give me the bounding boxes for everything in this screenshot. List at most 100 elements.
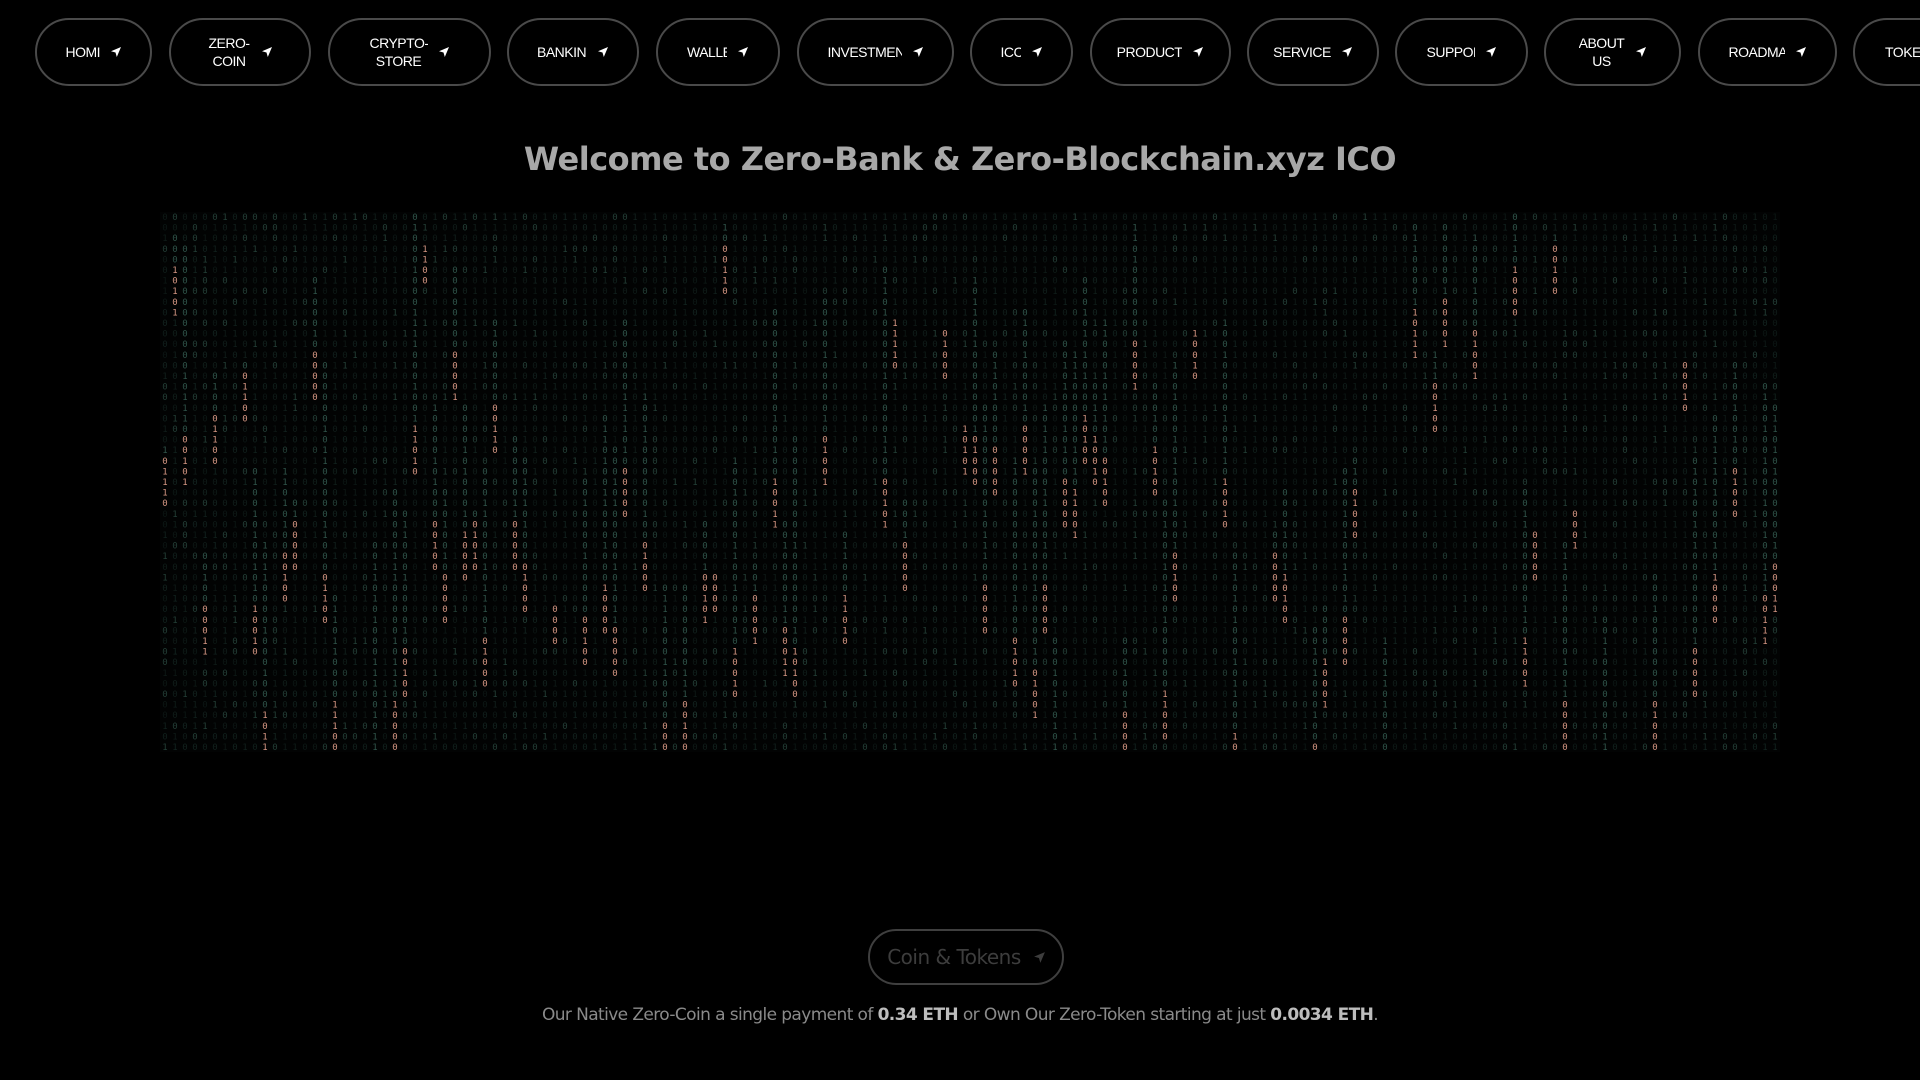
rain-digit: 0 (462, 552, 467, 562)
nav-roadmap-button[interactable]: ROADMA (1698, 18, 1837, 86)
rain-digit: 0 (222, 255, 227, 265)
rain-digit: 0 (912, 372, 917, 382)
rain-digit: 0 (752, 319, 757, 329)
rain-digit: 0 (1132, 308, 1137, 318)
rain-digit: 0 (462, 383, 467, 393)
nav-product-button[interactable]: PRODUCT (1090, 18, 1231, 86)
rain-digit: 1 (812, 563, 817, 573)
rain-digit: 0 (422, 489, 427, 499)
rain-digit: 1 (1022, 467, 1027, 477)
nav-investment-button[interactable]: INVESTMENT (797, 18, 954, 86)
rain-digit: 0 (462, 626, 467, 636)
nav-crypto-store-button[interactable]: CRYPTO-STORE (328, 18, 491, 86)
rain-digit: 0 (372, 722, 377, 732)
rain-digit: 0 (492, 467, 497, 477)
rain-digit: 0 (242, 425, 247, 435)
rain-digit: 0 (302, 542, 307, 552)
rain-digit: 0 (242, 563, 247, 573)
rain-digit: 0 (602, 573, 607, 583)
rain-digit: 1 (422, 224, 427, 234)
rain-digit: 0 (1062, 489, 1067, 499)
rain-digit: 0 (382, 319, 387, 329)
nav-service-button[interactable]: SERVICE (1247, 18, 1379, 86)
rain-digit: 0 (202, 213, 207, 223)
rain-digit: 1 (1082, 266, 1087, 276)
rain-digit: 0 (162, 245, 167, 255)
rain-digit: 0 (912, 595, 917, 605)
nav-ico-button[interactable]: ICC (970, 18, 1073, 86)
rain-digit: 1 (512, 499, 517, 509)
nav-home-button[interactable]: HOMI (35, 18, 152, 86)
rain-digit: 0 (902, 595, 907, 605)
rain-digit: 0 (262, 489, 267, 499)
rain-digit: 0 (182, 616, 187, 626)
rain-digit: 0 (1042, 648, 1047, 658)
rain-digit: 0 (442, 213, 447, 223)
rain-digit: 0 (1102, 351, 1107, 361)
rain-digit: 0 (762, 319, 767, 329)
nav-wallet-button[interactable]: WALLE (656, 18, 780, 86)
rain-digit: 0 (1072, 510, 1077, 520)
rain-digit: 0 (262, 478, 267, 488)
rain-digit: 1 (202, 266, 207, 276)
rain-digit: 1 (212, 383, 217, 393)
nav-banking-button[interactable]: BANKIN( (507, 18, 639, 86)
nav-token-button[interactable]: TOKEN (1853, 18, 1920, 86)
rain-digit: 0 (792, 319, 797, 329)
rain-digit: 0 (502, 732, 507, 742)
rain-digit: 0 (202, 383, 207, 393)
rain-digit: 0 (962, 224, 967, 234)
nav-support-button[interactable]: SUPPOR (1395, 18, 1528, 86)
rain-digit: 0 (352, 669, 357, 679)
rain-digit: 0 (712, 595, 717, 605)
rain-digit: 0 (662, 414, 667, 424)
rain-digit: 0 (762, 245, 767, 255)
rain-digit: 0 (912, 584, 917, 594)
rain-digit: 0 (292, 372, 297, 382)
rain-digit: 0 (302, 743, 307, 752)
rain-digit: 0 (542, 436, 547, 446)
rain-digit: 1 (782, 414, 787, 424)
rain-digit: 0 (1072, 436, 1077, 446)
rain-digit: 1 (962, 499, 967, 509)
rain-digit: 0 (1112, 732, 1117, 742)
rain-digit: 0 (802, 234, 807, 244)
rain-digit: 1 (1012, 669, 1017, 679)
nav-zero-coin-button[interactable]: ZERO-COIN (169, 18, 311, 86)
rain-digit: 0 (582, 701, 587, 711)
rain-digit: 0 (202, 732, 207, 742)
rain-digit: 1 (802, 213, 807, 223)
rain-digit: 0 (1112, 383, 1117, 393)
rain-digit: 0 (942, 308, 947, 318)
rain-digit: 1 (232, 563, 237, 573)
rain-digit: 1 (862, 436, 867, 446)
rain-digit: 0 (852, 722, 857, 732)
nav-about-us-button[interactable]: ABOUT US (1544, 18, 1681, 86)
rain-digit: 0 (462, 499, 467, 509)
rain-digit: 1 (1072, 467, 1077, 477)
rain-digit: 0 (1062, 732, 1067, 742)
rain-digit: 0 (852, 319, 857, 329)
rain-digit: 0 (732, 605, 737, 615)
rain-digit: 0 (692, 722, 697, 732)
rain-digit: 0 (972, 584, 977, 594)
send-arrow-icon (438, 46, 450, 58)
rain-digit: 0 (542, 669, 547, 679)
rain-digit: 1 (862, 446, 867, 456)
rain-digit: 0 (652, 658, 657, 668)
rain-digit: 1 (762, 234, 767, 244)
rain-digit: 1 (502, 669, 507, 679)
rain-digit: 1 (992, 298, 997, 308)
rain-digit: 0 (342, 732, 347, 742)
rain-digit: 0 (1062, 573, 1067, 583)
rain-digit: 0 (1022, 616, 1027, 626)
rain-digit: 1 (762, 595, 767, 605)
rain-digit: 0 (912, 224, 917, 234)
rain-digit: 0 (302, 616, 307, 626)
rain-digit: 0 (1042, 319, 1047, 329)
rain-digit: 0 (1092, 277, 1097, 287)
rain-digit: 0 (572, 224, 577, 234)
rain-digit: 1 (692, 595, 697, 605)
rain-digit: 1 (852, 690, 857, 700)
rain-digit: 0 (802, 446, 807, 456)
